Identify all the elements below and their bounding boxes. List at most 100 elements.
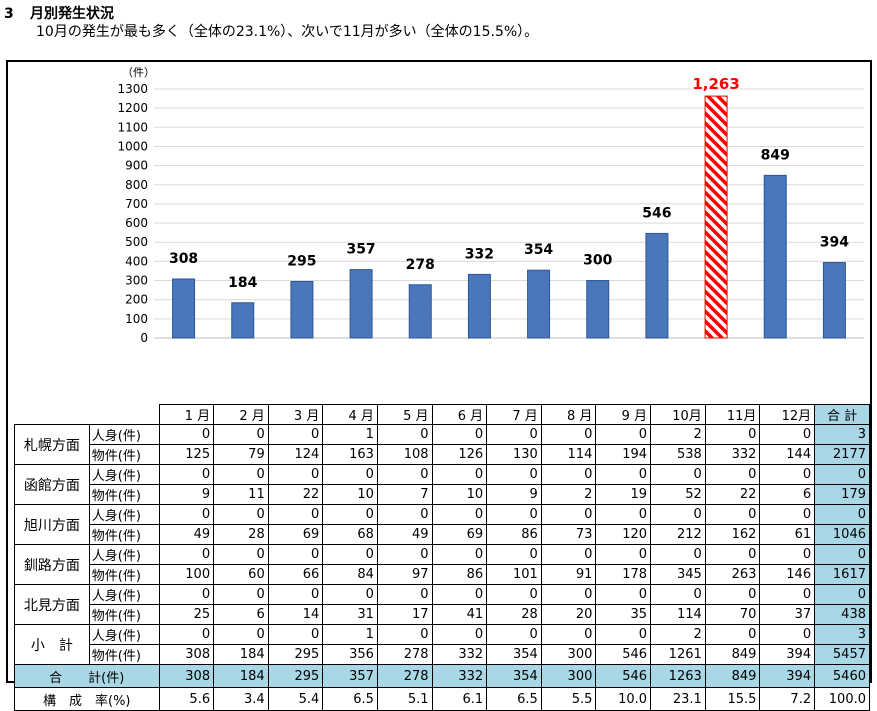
month-header: 5 月 xyxy=(376,404,433,425)
table-cell: 114 xyxy=(540,444,597,465)
type-label: 物件(件) xyxy=(88,484,160,505)
table-cell: 0 xyxy=(540,544,597,565)
table-header-row: 1 月 2 月 3 月 4 月 5 月 6 月 7 月 8 月 9 月 10月 … xyxy=(15,404,870,425)
y-tick-label: 400 xyxy=(125,254,148,268)
month-header: 2 月 xyxy=(213,404,269,425)
type-label: 物件(件) xyxy=(88,524,160,545)
table-cell: 100 xyxy=(158,564,215,585)
section-heading: 3 月別発生状況 xyxy=(4,3,114,23)
table-cell: 278 xyxy=(376,644,433,665)
table-cell: 0 xyxy=(540,584,597,605)
table-cell: 356 xyxy=(322,644,378,665)
table-cell: 0 xyxy=(704,424,761,445)
table-cell: 86 xyxy=(486,524,542,545)
table-cell: 546 xyxy=(595,664,652,688)
table-cell: 2 xyxy=(540,484,597,505)
table-cell: 0 xyxy=(540,424,597,445)
table-row: 物件(件) 100 60 66 84 97 86 101 91 178 345 263 146 1617 xyxy=(15,564,870,585)
row-total-cell: 3 xyxy=(814,424,870,445)
table-cell: 69 xyxy=(431,524,488,545)
bar xyxy=(408,284,432,339)
table-cell: 354 xyxy=(486,664,542,688)
row-total-cell: 1617 xyxy=(814,564,870,585)
y-unit-label: （件） xyxy=(122,66,155,79)
table-row: 札幌方面 人身(件) 0 0 0 1 0 0 0 0 0 2 0 0 3 xyxy=(14,424,870,465)
month-header: 3 月 xyxy=(267,404,324,425)
table-cell: 357 xyxy=(322,664,378,688)
bar xyxy=(349,269,373,339)
section-title: 月別発生状況 xyxy=(30,6,114,22)
table-cell: 5.6 xyxy=(158,687,215,711)
bar-value-label: 394 xyxy=(820,235,849,251)
type-label: 物件(件) xyxy=(88,444,160,465)
table-row: 北見方面 人身(件) 0 0 0 0 0 0 0 0 0 0 0 0 0 xyxy=(14,584,870,625)
table-cell: 178 xyxy=(595,564,652,585)
table-row: 物件(件) 308 184 295 356 278 332 354 300 546 1261 849 3… xyxy=(15,644,870,665)
table-cell: 0 xyxy=(158,584,215,605)
table-cell: 0 xyxy=(595,464,652,485)
month-header: 1 月 xyxy=(158,404,215,425)
bar-value-label: 546 xyxy=(642,205,671,221)
bar-value-label: 354 xyxy=(524,242,553,258)
bar-value-label: 1,263 xyxy=(692,75,739,93)
row-total-cell: 438 xyxy=(814,604,870,625)
table-cell: 84 xyxy=(322,564,378,585)
table-cell: 0 xyxy=(322,464,378,485)
table-cell: 0 xyxy=(267,584,324,605)
table-cell: 0 xyxy=(759,464,816,485)
table-cell: 10.0 xyxy=(595,687,652,711)
bar-value-label: 184 xyxy=(228,275,257,291)
table-cell: 0 xyxy=(704,504,761,525)
table-cell: 0 xyxy=(158,624,215,645)
table-cell: 41 xyxy=(431,604,488,625)
bar-value-label: 849 xyxy=(761,147,790,163)
y-tick-label: 0 xyxy=(140,331,148,345)
table-cell: 0 xyxy=(540,504,597,525)
table-cell: 394 xyxy=(759,644,816,665)
y-tick-label: 1200 xyxy=(117,101,148,115)
table-cell: 70 xyxy=(704,604,761,625)
table-cell: 295 xyxy=(267,664,324,688)
table-cell: 0 xyxy=(431,544,488,565)
y-tick-label: 600 xyxy=(125,216,148,230)
table-cell: 124 xyxy=(267,444,324,465)
table-cell: 263 xyxy=(704,564,761,585)
table-cell: 125 xyxy=(158,444,215,465)
bar-value-label: 295 xyxy=(287,253,316,269)
table-cell: 1263 xyxy=(650,664,706,688)
table-cell: 394 xyxy=(759,664,816,688)
table-cell: 0 xyxy=(540,464,597,485)
table-cell: 0 xyxy=(431,424,488,445)
table-cell: 0 xyxy=(431,584,488,605)
table-cell: 130 xyxy=(486,444,542,465)
table-cell: 9 xyxy=(158,484,215,505)
table-cell: 2 xyxy=(650,624,706,645)
table-cell: 0 xyxy=(376,584,433,605)
region-label: 北見方面 xyxy=(14,584,90,625)
table-cell: 3.4 xyxy=(213,687,269,711)
table-cell: 144 xyxy=(759,444,816,465)
table-cell: 11 xyxy=(213,484,269,505)
table-cell: 163 xyxy=(322,444,378,465)
y-tick-label: 100 xyxy=(125,312,148,326)
table-cell: 0 xyxy=(650,584,706,605)
table-cell: 849 xyxy=(704,644,761,665)
table-cell: 184 xyxy=(213,644,269,665)
table-cell: 0 xyxy=(759,624,816,645)
bar-value-label: 308 xyxy=(169,251,198,267)
table-cell: 22 xyxy=(267,484,324,505)
table-cell: 1 xyxy=(322,424,378,445)
table-cell: 278 xyxy=(376,664,433,688)
table-cell: 31 xyxy=(322,604,378,625)
table-cell: 295 xyxy=(267,644,324,665)
table-cell: 37 xyxy=(759,604,816,625)
table-cell: 308 xyxy=(158,644,215,665)
table-cell: 0 xyxy=(376,544,433,565)
table-cell: 0 xyxy=(213,424,269,445)
type-label: 人身(件) xyxy=(88,624,160,645)
table-cell: 1261 xyxy=(650,644,706,665)
bar xyxy=(172,278,196,339)
y-tick-label: 1000 xyxy=(117,139,148,153)
table-cell: 0 xyxy=(158,504,215,525)
ratio-row: 構 成 率(%) 5.6 3.4 5.4 6.5 5.1 6.1 6.5 5.5 10.0 23.1… xyxy=(14,687,870,711)
